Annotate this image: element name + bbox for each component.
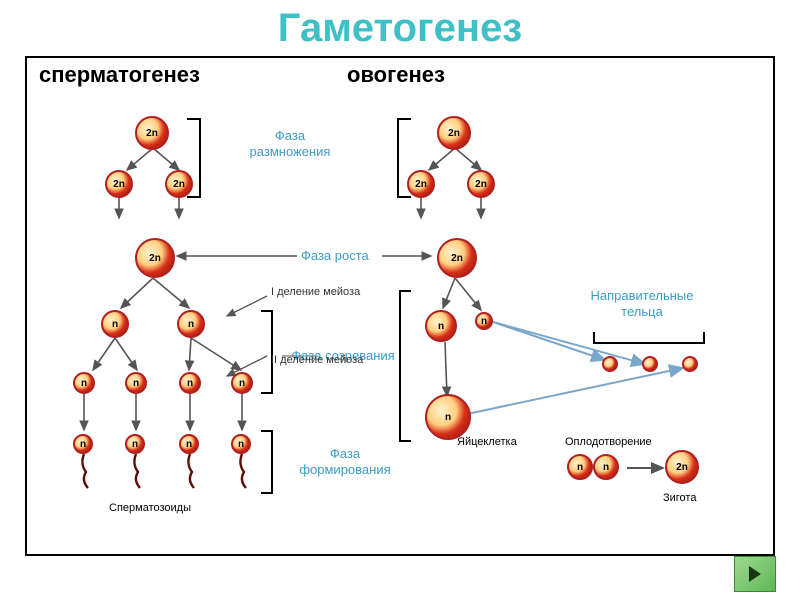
spermatozoid-2: n <box>125 434 145 454</box>
bracket-formation <box>261 430 273 494</box>
sperm-m1-a: n <box>101 310 129 338</box>
bracket-reproduction-l <box>187 118 201 198</box>
main-title: Гаметогенез <box>0 0 800 51</box>
phase-formation: Фаза формирования <box>285 446 405 479</box>
bracket-reproduction-r <box>397 118 411 198</box>
spermatozoid-1: n <box>73 434 93 454</box>
sperm-m2-4: n <box>231 372 253 394</box>
label-meiosis-2: II деление мейоза <box>271 354 363 366</box>
polar-body-3 <box>682 356 698 372</box>
zygote-cell: 2n <box>665 450 699 484</box>
spermatozoid-4: n <box>231 434 251 454</box>
bracket-maturation-r <box>399 290 411 442</box>
sperm-cell-2n-top: 2n <box>135 116 169 150</box>
phase-reproduction: Фаза размножения <box>225 128 355 161</box>
spermatozoid-3: n <box>179 434 199 454</box>
label-meiosis-1: I деление мейоза <box>271 286 360 298</box>
ovo-cell-2n-top: 2n <box>437 116 471 150</box>
sperm-m2-2: n <box>125 372 147 394</box>
sperm-m2-3: n <box>179 372 201 394</box>
sperm-m1-b: n <box>177 310 205 338</box>
subtitle-oogenesis: овогенез <box>347 62 445 88</box>
fert-cell-a: n <box>567 454 593 480</box>
label-fertilization: Оплодотворение <box>565 436 652 448</box>
subtitle-spermatogenesis: сперматогенез <box>39 62 200 88</box>
diagram-frame: сперматогенез овогенез <box>25 56 775 556</box>
phase-growth: Фаза роста <box>301 248 369 264</box>
ovo-cell-2n-r: 2n <box>467 170 495 198</box>
bracket-polar <box>593 332 705 344</box>
ovo-cell-2n-l: 2n <box>407 170 435 198</box>
sperm-cell-growth: 2n <box>135 238 175 278</box>
bracket-maturation-l <box>261 310 273 394</box>
ovo-m1-polar: n <box>475 312 493 330</box>
fert-cell-b: n <box>593 454 619 480</box>
label-spermatozoa: Сперматозоиды <box>109 502 191 514</box>
egg-cell: n <box>425 394 471 440</box>
label-polar-bodies: Направительные тельца <box>567 288 717 321</box>
label-egg: Яйцеклетка <box>457 436 517 448</box>
ovo-cell-growth: 2n <box>437 238 477 278</box>
next-button[interactable] <box>734 556 776 592</box>
label-zygote: Зигота <box>663 492 696 504</box>
sperm-cell-2n-l: 2n <box>105 170 133 198</box>
polar-body-2 <box>642 356 658 372</box>
polar-body-1 <box>602 356 618 372</box>
sperm-m2-1: n <box>73 372 95 394</box>
ovo-m1-big: n <box>425 310 457 342</box>
